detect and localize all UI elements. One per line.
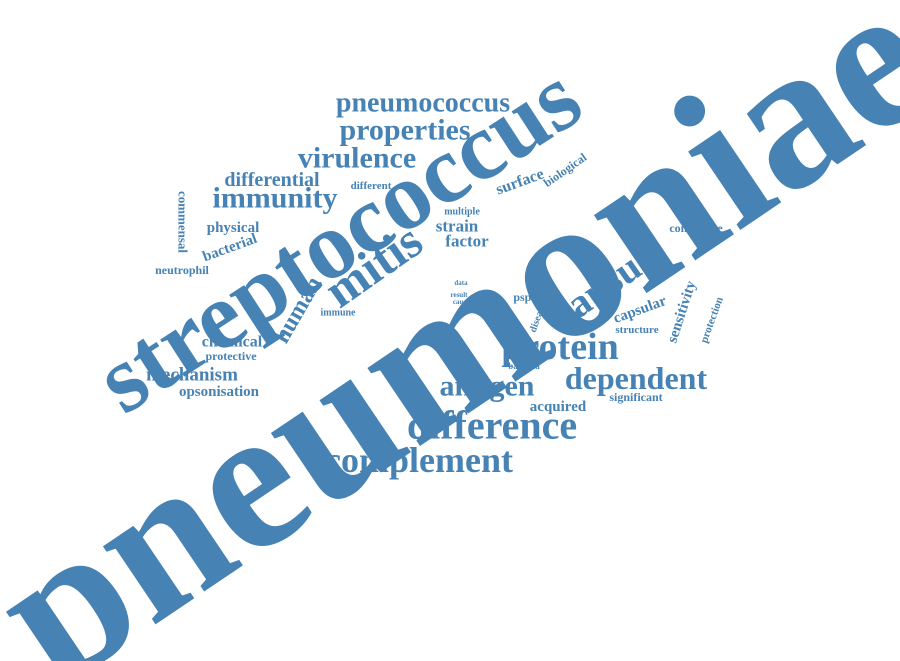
- word: physical: [207, 220, 260, 236]
- word: commensal: [176, 191, 191, 253]
- word: antigen: [439, 370, 534, 403]
- word: properties: [339, 114, 470, 147]
- word: contribute: [669, 221, 723, 235]
- word: virulence: [298, 142, 416, 175]
- word: chemical: [202, 334, 263, 351]
- word: structure: [615, 324, 658, 336]
- word: differential: [224, 169, 320, 191]
- word: difference: [407, 403, 577, 448]
- word: multiple: [444, 207, 480, 218]
- word: acquired: [530, 399, 587, 415]
- word: cause: [453, 298, 469, 306]
- word: complement: [325, 440, 513, 480]
- word: different: [351, 180, 392, 192]
- word: protein: [501, 326, 619, 368]
- word: pspc: [513, 290, 537, 304]
- word: neutrophil: [155, 263, 209, 277]
- word: mechanism: [146, 365, 238, 386]
- word: data: [454, 279, 468, 287]
- word: protective: [205, 349, 257, 363]
- word: immune: [321, 308, 357, 319]
- word: immunity: [212, 182, 337, 215]
- word: opsonisation: [179, 384, 260, 400]
- word: bacteria: [508, 361, 540, 371]
- word: strain: [436, 217, 479, 236]
- word: factor: [445, 232, 489, 251]
- word: significant: [609, 390, 662, 404]
- word: dependent: [565, 360, 708, 396]
- word: result: [451, 291, 469, 299]
- word: pneumococcus: [336, 88, 510, 119]
